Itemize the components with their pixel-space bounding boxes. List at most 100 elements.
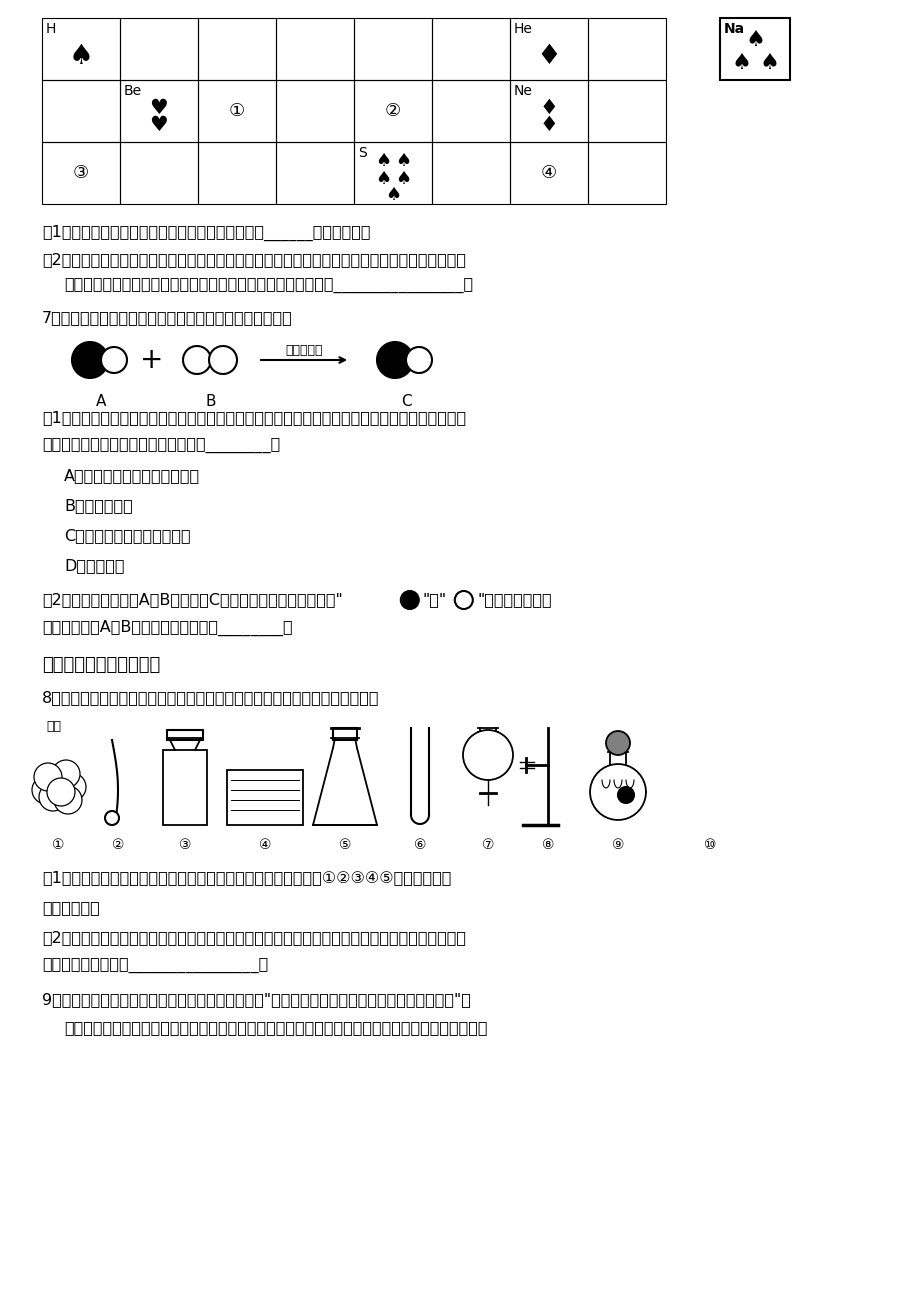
Text: B: B bbox=[206, 395, 216, 409]
Text: 9．小明发现某食品包装袋中有一个小袋，上面标有"成分：生石灰、铁粉；作用：防潮、防氧化"等: 9．小明发现某食品包装袋中有一个小袋，上面标有"成分：生石灰、铁粉；作用：防潮、… bbox=[42, 992, 471, 1006]
Bar bbox=[276, 18, 354, 79]
Bar bbox=[42, 79, 119, 142]
Text: 8．在学校组织的科学实验考查中，小明抽到的是用高锰酸钾制取氧气的实验。: 8．在学校组织的科学实验考查中，小明抽到的是用高锰酸钾制取氧气的实验。 bbox=[42, 690, 380, 704]
Text: ♠: ♠ bbox=[394, 171, 411, 189]
Text: ♠: ♠ bbox=[384, 186, 401, 203]
Text: （2）拓展小组用同样方法将其它元素排入相应的位置，并从表中选出几种元素，与钠元素组成了一: （2）拓展小组用同样方法将其它元素排入相应的位置，并从表中选出几种元素，与钠元素… bbox=[42, 253, 466, 267]
Text: ①: ① bbox=[229, 102, 244, 120]
Circle shape bbox=[618, 786, 633, 803]
Bar bbox=[42, 142, 119, 204]
Text: ①: ① bbox=[51, 838, 64, 852]
Text: ②: ② bbox=[111, 838, 124, 852]
Bar bbox=[163, 750, 207, 825]
Circle shape bbox=[52, 760, 80, 788]
Circle shape bbox=[32, 776, 60, 805]
Text: （1）为了验证质量守恒定律，实验小组分别选取以下四组药品，通过称量比较各组物质在密闭容器: （1）为了验证质量守恒定律，实验小组分别选取以下四组药品，通过称量比较各组物质在… bbox=[42, 410, 466, 424]
Circle shape bbox=[405, 348, 432, 372]
Text: B．生石灰和水: B．生石灰和水 bbox=[64, 497, 132, 513]
Text: 种能和稀硫酸反应的盐。请写出该盐与稀硫酸反应的化学方程式________________。: 种能和稀硫酸反应的盐。请写出该盐与稀硫酸反应的化学方程式____________… bbox=[64, 279, 472, 293]
Text: ♥: ♥ bbox=[150, 98, 168, 118]
Text: "表示不同原子）: "表示不同原子） bbox=[477, 592, 551, 607]
Text: ④: ④ bbox=[540, 164, 557, 182]
Bar bbox=[119, 142, 198, 204]
Bar bbox=[509, 18, 587, 79]
Bar bbox=[276, 79, 354, 142]
Bar bbox=[587, 142, 665, 204]
Text: ♠: ♠ bbox=[375, 151, 391, 169]
Text: ②: ② bbox=[384, 102, 401, 120]
Circle shape bbox=[58, 773, 85, 801]
Text: （2）小明组装装置后，开始制取并收集氧气，实验结束时出现了水槽中的水倒流进入试管的现象，: （2）小明组装装置后，开始制取并收集氧气，实验结束时出现了水槽中的水倒流进入试管… bbox=[42, 930, 466, 945]
Text: Na: Na bbox=[723, 22, 744, 36]
Text: ♦: ♦ bbox=[539, 98, 558, 118]
Bar bbox=[432, 79, 509, 142]
Circle shape bbox=[401, 591, 418, 609]
Text: ⑥: ⑥ bbox=[414, 838, 425, 852]
Text: ⑨: ⑨ bbox=[611, 838, 624, 852]
Bar bbox=[198, 79, 276, 142]
Text: 内混合前后的总质量，能达到目的的有________。: 内混合前后的总质量，能达到目的的有________。 bbox=[42, 437, 280, 453]
Text: 一定条件下: 一定条件下 bbox=[285, 344, 323, 357]
Circle shape bbox=[462, 730, 513, 780]
Text: A．氯化铁溶液和氢氧化钠溶液: A．氯化铁溶液和氢氧化钠溶液 bbox=[64, 467, 200, 483]
Text: D．碘和酒精: D．碘和酒精 bbox=[64, 559, 124, 573]
Bar bbox=[587, 18, 665, 79]
Circle shape bbox=[47, 779, 75, 806]
Bar bbox=[198, 18, 276, 79]
Text: 三、实验探究题每空３分: 三、实验探究题每空３分 bbox=[42, 656, 160, 674]
Text: +: + bbox=[141, 346, 164, 374]
Bar bbox=[509, 79, 587, 142]
Bar bbox=[119, 79, 198, 142]
Text: 7．质量守恒定律的发现，对科学的发展作出了重要贡献。: 7．质量守恒定律的发现，对科学的发展作出了重要贡献。 bbox=[42, 310, 292, 326]
Text: ⑤: ⑤ bbox=[338, 838, 351, 852]
Circle shape bbox=[34, 763, 62, 792]
Bar bbox=[333, 728, 357, 740]
Bar bbox=[587, 79, 665, 142]
Circle shape bbox=[183, 346, 210, 374]
Text: C: C bbox=[401, 395, 411, 409]
Text: ③: ③ bbox=[73, 164, 89, 182]
Text: ♦: ♦ bbox=[539, 115, 558, 134]
Text: ♠: ♠ bbox=[758, 52, 778, 73]
Circle shape bbox=[54, 786, 82, 814]
Text: H: H bbox=[46, 22, 56, 36]
Bar bbox=[198, 142, 276, 204]
Bar bbox=[509, 142, 587, 204]
Text: He: He bbox=[514, 22, 532, 36]
Text: （2）在一定条件下，A和B反应生成C，微粒种类变化如图所示（": （2）在一定条件下，A和B反应生成C，微粒种类变化如图所示（" bbox=[42, 592, 343, 607]
Text: （1）他看到实验桌上有如图所示的器材，要完成本实验，除选取①②③④⑤器材外，还需: （1）他看到实验桌上有如图所示的器材，要完成本实验，除选取①②③④⑤器材外，还需 bbox=[42, 870, 451, 885]
Text: Ne: Ne bbox=[514, 85, 532, 98]
Text: ♠: ♠ bbox=[375, 171, 391, 189]
Circle shape bbox=[101, 348, 127, 372]
Text: （1）根据规律，图中钠元素扑克牌应放入的位置是______（填序号）。: （1）根据规律，图中钠元素扑克牌应放入的位置是______（填序号）。 bbox=[42, 225, 370, 241]
Bar bbox=[354, 18, 432, 79]
Text: ④: ④ bbox=[258, 838, 271, 852]
Text: ♠: ♠ bbox=[394, 151, 411, 169]
Text: 则参加反应的A、B物质的分子数之比为________。: 则参加反应的A、B物质的分子数之比为________。 bbox=[42, 620, 292, 637]
Text: （填序号）。: （填序号）。 bbox=[42, 900, 99, 915]
Bar bbox=[720, 18, 789, 79]
Text: ♠: ♠ bbox=[731, 52, 750, 73]
Text: ♥: ♥ bbox=[150, 115, 168, 134]
Text: "、": "、" bbox=[423, 592, 447, 607]
Circle shape bbox=[72, 342, 108, 378]
Text: ♠: ♠ bbox=[69, 43, 94, 70]
Circle shape bbox=[377, 342, 413, 378]
Bar bbox=[432, 142, 509, 204]
Circle shape bbox=[209, 346, 237, 374]
Bar bbox=[167, 730, 203, 740]
Bar bbox=[276, 142, 354, 204]
Text: C．氯化钙溶液和硝酸钾溶液: C．氯化钙溶液和硝酸钾溶液 bbox=[64, 529, 190, 543]
Circle shape bbox=[39, 783, 67, 811]
Text: ⑩: ⑩ bbox=[703, 838, 716, 852]
Bar bbox=[354, 79, 432, 142]
Text: ♦: ♦ bbox=[536, 43, 561, 70]
Text: S: S bbox=[357, 146, 367, 160]
Text: 字样。他想了解袋内粉末是否已失效，取少量粉末在水中充分溶解，滴入无色酚酞发现不变色。通过: 字样。他想了解袋内粉末是否已失效，取少量粉末在水中充分溶解，滴入无色酚酞发现不变… bbox=[64, 1019, 487, 1035]
Text: ⑧: ⑧ bbox=[541, 838, 553, 852]
Text: Be: Be bbox=[124, 85, 142, 98]
Circle shape bbox=[44, 768, 72, 796]
Text: 棉花: 棉花 bbox=[46, 720, 61, 733]
Bar bbox=[119, 18, 198, 79]
Text: ⑦: ⑦ bbox=[482, 838, 494, 852]
